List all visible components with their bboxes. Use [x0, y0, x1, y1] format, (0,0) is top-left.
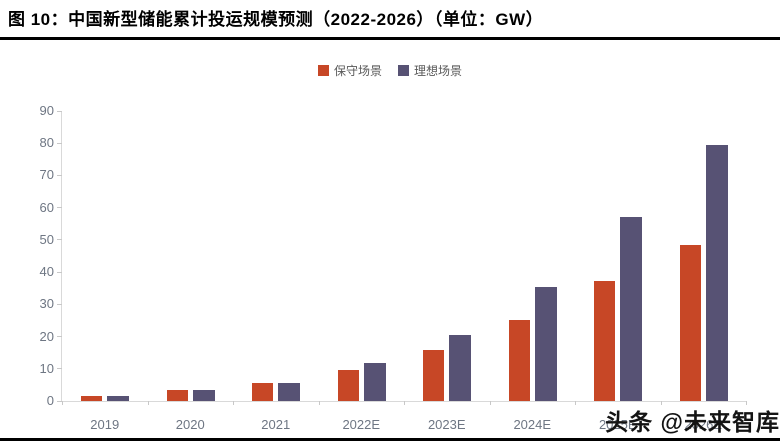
plot-area: 0 10 20 30 40 50 60 70 80 90 2019 2020 2021 2022E 2023…	[40, 103, 747, 432]
x-axis-tick	[575, 401, 576, 405]
x-axis-tick	[489, 401, 491, 405]
bar-ideal-2019	[107, 395, 130, 401]
y-axis-label: 30	[39, 296, 54, 312]
bar-conservative-2025E	[594, 280, 616, 401]
x-axis-label: 2026E	[684, 417, 723, 432]
legend-label: 理想场景	[414, 63, 463, 78]
x-axis-tick	[147, 401, 149, 405]
bar-ideal-2020	[192, 390, 215, 401]
x-axis-tick	[318, 401, 320, 405]
y-axis-label: 70	[39, 167, 54, 183]
y-axis-label: 10	[39, 360, 54, 376]
bar-ideal-2026E	[705, 144, 728, 401]
y-axis-tick	[57, 368, 62, 370]
x-axis-label: 2023E	[427, 417, 466, 432]
x-axis-label: 2024E	[513, 417, 552, 432]
y-axis-tick	[57, 336, 62, 338]
bar-ideal-2021	[278, 382, 301, 401]
bar-ideal-2024E	[534, 286, 557, 401]
bar-ideal-2025E	[620, 217, 643, 401]
y-axis-label: 90	[39, 103, 54, 118]
bottom-divider	[0, 438, 780, 441]
x-axis-tick	[62, 401, 63, 405]
x-axis-tick	[404, 401, 405, 405]
y-axis-label: 0	[46, 393, 54, 408]
legend-label: 保守场景	[333, 63, 382, 78]
bar-conservative-2024E	[508, 320, 530, 401]
y-axis-label: 40	[39, 264, 54, 280]
y-axis-label: 60	[39, 199, 54, 215]
legend-item-ideal: 理想场景	[398, 62, 462, 79]
bar-conservative-2022E	[337, 369, 359, 401]
bar-ideal-2023E	[449, 335, 472, 401]
y-axis-tick	[57, 400, 62, 402]
x-axis-label: 2019	[90, 417, 120, 432]
y-axis-tick	[57, 174, 62, 176]
bar-conservative-2026E	[679, 244, 701, 401]
y-axis-tick	[57, 142, 62, 144]
x-axis-label: 2022E	[342, 417, 381, 432]
y-axis-label: 20	[39, 328, 54, 344]
y-axis-tick	[57, 271, 62, 273]
x-axis-tick	[233, 401, 234, 405]
y-axis-tick	[57, 303, 62, 305]
legend-swatch-icon	[317, 64, 329, 76]
y-axis-label: 50	[39, 231, 54, 247]
legend-swatch-icon	[398, 64, 409, 76]
y-axis-label: 80	[39, 135, 54, 151]
bar-ideal-2022E	[363, 363, 386, 401]
x-axis-tick	[746, 401, 747, 405]
bar-conservative-2020	[166, 390, 188, 401]
bar-conservative-2019	[81, 395, 103, 401]
x-axis-label: 2021	[261, 417, 291, 432]
figure-title: 图 10：中国新型储能累计投运规模预测（2022-2026）（单位：GW）	[8, 10, 544, 29]
watermark-text: 头条 @未来智库	[605, 409, 780, 435]
bar-conservative-2023E	[423, 349, 445, 401]
y-axis-tick	[57, 110, 62, 112]
y-axis-tick	[57, 239, 62, 241]
legend-item-conservative: 保守场景	[317, 62, 382, 79]
y-axis-tick	[57, 207, 62, 209]
title-divider	[0, 37, 780, 40]
chart-legend: 保守场景 理想场景	[0, 62, 780, 78]
x-axis-tick	[660, 401, 662, 405]
x-axis-label: 2025E	[598, 417, 637, 432]
bar-conservative-2021	[252, 382, 274, 401]
x-axis-label: 2020	[175, 417, 205, 432]
